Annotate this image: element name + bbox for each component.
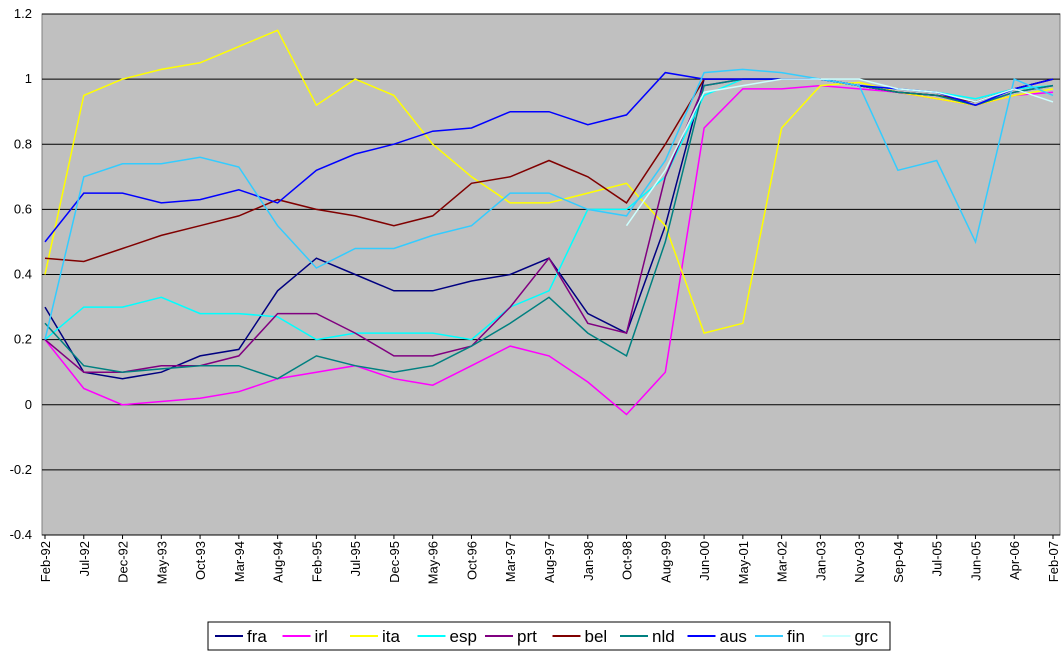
- y-tick-label: 1.2: [14, 6, 32, 21]
- y-tick-label: -0.4: [10, 527, 32, 542]
- x-tick-label: May-01: [736, 541, 751, 584]
- x-tick-label: May-96: [426, 541, 441, 584]
- x-tick-label: Feb-07: [1046, 541, 1061, 582]
- series-line: [625, 78, 1054, 227]
- x-tick-label: Jan-98: [581, 541, 596, 581]
- x-tick-label: Jun-00: [697, 541, 712, 581]
- x-tick-label: Mar-94: [232, 541, 247, 582]
- x-tick-label: Jan-03: [813, 541, 828, 581]
- x-tick-label: Aug-94: [271, 541, 286, 583]
- y-tick-label: -0.2: [10, 462, 32, 477]
- x-tick-label: Mar-97: [503, 541, 518, 582]
- legend-label: grc: [855, 627, 879, 646]
- x-tick-label: Nov-03: [852, 541, 867, 583]
- x-tick-label: Dec-92: [116, 541, 131, 583]
- legend-label: fin: [787, 627, 805, 646]
- x-tick-label: Jul-05: [930, 541, 945, 576]
- legend-label: aus: [720, 627, 747, 646]
- x-tick-label: Jul-92: [77, 541, 92, 576]
- legend-label: ita: [382, 627, 401, 646]
- series-line: [44, 71, 1054, 243]
- x-tick-label: Aug-97: [542, 541, 557, 583]
- y-tick-label: 0.6: [14, 201, 32, 216]
- legend-label: fra: [247, 627, 267, 646]
- legend-label: irl: [315, 627, 328, 646]
- y-tick-label: 0: [25, 397, 32, 412]
- x-tick-label: Aug-99: [658, 541, 673, 583]
- y-tick-label: 1: [25, 71, 32, 86]
- x-tick-label: Feb-92: [38, 541, 53, 582]
- x-tick-label: Jun-05: [968, 541, 983, 581]
- y-tick-label: 0.8: [14, 136, 32, 151]
- x-tick-label: Oct-96: [464, 541, 479, 580]
- x-tick-label: Dec-95: [387, 541, 402, 583]
- legend-label: bel: [585, 627, 608, 646]
- legend-label: prt: [517, 627, 537, 646]
- x-tick-label: Jul-95: [348, 541, 363, 576]
- x-tick-label: Oct-93: [193, 541, 208, 580]
- x-tick-label: Feb-95: [309, 541, 324, 582]
- legend-label: esp: [450, 627, 477, 646]
- x-tick-label: Sep-04: [891, 541, 906, 583]
- x-tick-label: Oct-98: [620, 541, 635, 580]
- legend-label: nld: [652, 627, 675, 646]
- x-tick-label: Apr-06: [1007, 541, 1022, 580]
- x-tick-label: Mar-02: [775, 541, 790, 582]
- series-line: [44, 84, 1054, 416]
- series-line: [44, 78, 1054, 380]
- series-line: [44, 68, 1054, 340]
- x-tick-label: May-93: [154, 541, 169, 584]
- series-line: [44, 29, 1054, 334]
- y-tick-label: 0.4: [14, 267, 32, 282]
- y-tick-label: 0.2: [14, 332, 32, 347]
